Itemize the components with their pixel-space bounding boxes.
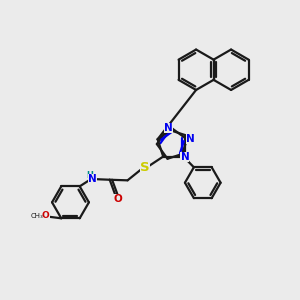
Text: O: O: [113, 194, 122, 204]
Text: H: H: [87, 171, 94, 180]
Text: O: O: [42, 212, 50, 220]
Text: CH₃: CH₃: [30, 213, 43, 219]
Text: N: N: [164, 123, 173, 133]
Text: N: N: [88, 174, 97, 184]
Text: S: S: [140, 161, 150, 174]
Text: N: N: [186, 134, 195, 144]
Text: N: N: [181, 152, 189, 162]
